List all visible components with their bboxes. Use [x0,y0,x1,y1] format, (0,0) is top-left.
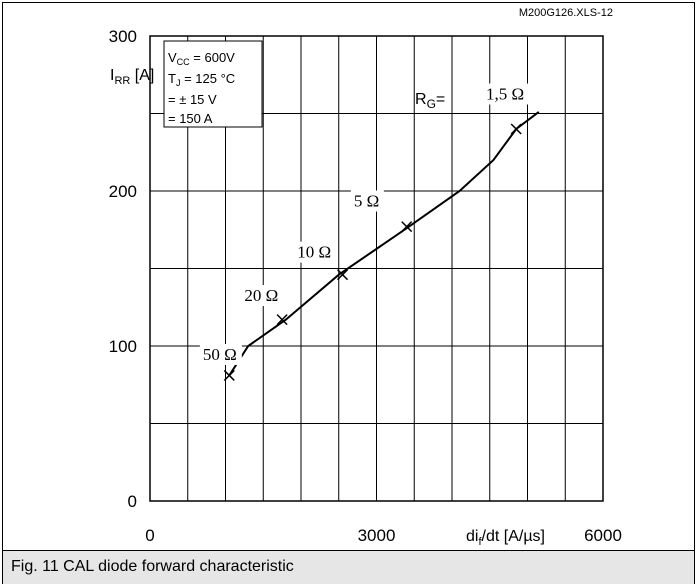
resistance-annotation: 1,5 Ω [486,85,524,104]
plot-area [149,35,604,502]
data-point-marker [223,369,235,381]
resistance-annotation: 20 Ω [244,286,278,305]
rg-label: RG= [415,91,445,111]
data-point-marker [510,123,522,135]
condition-vcc: VCC = 600V [168,50,235,67]
annotations: 50 Ω 20 Ω 10 Ω 5 Ω 1,5 Ω [199,83,534,365]
resistance-annotation: 5 Ω [354,192,379,211]
annotation-bg [199,343,242,365]
data-point-marker [401,221,413,233]
caption-bar: Fig. 11 CAL diode forward characteristic [3,550,694,584]
x-axis-label: dif/dt [A/µs] [466,528,545,548]
y-tick-label: 200 [109,182,137,201]
y-tick-labels: 0 100 200 300 [109,27,137,511]
y-axis-label: IRR [A] [110,67,154,87]
condition-vge: = ± 15 V [168,92,217,107]
data-point-marker [276,314,288,326]
figure-caption: Fig. 11 CAL diode forward characteristic [11,558,294,575]
y-tick-label: 300 [109,27,137,46]
annotation-bg [350,190,384,212]
x-tick-label: 0 [145,526,154,545]
condition-tj: TJ = 125 °C [168,71,235,88]
x-tick-labels: 0 3000 6000 [145,526,622,545]
annotation-bg [241,285,284,307]
resistance-annotation: 10 Ω [297,243,331,262]
conditions-box [163,40,263,128]
annotation-bg [482,83,534,105]
x-tick-label: 3000 [358,526,396,545]
condition-if: = 150 A [168,111,213,126]
markers [223,123,522,381]
series-line [228,111,540,376]
y-tick-label: 0 [128,492,137,511]
resistance-annotation: 50 Ω [203,345,237,364]
annotation-bg [294,241,337,263]
file-id: M200G126.XLS-12 [519,7,613,19]
y-tick-label: 100 [109,337,137,356]
data-point-marker [336,269,349,281]
x-tick-label: 6000 [584,526,622,545]
